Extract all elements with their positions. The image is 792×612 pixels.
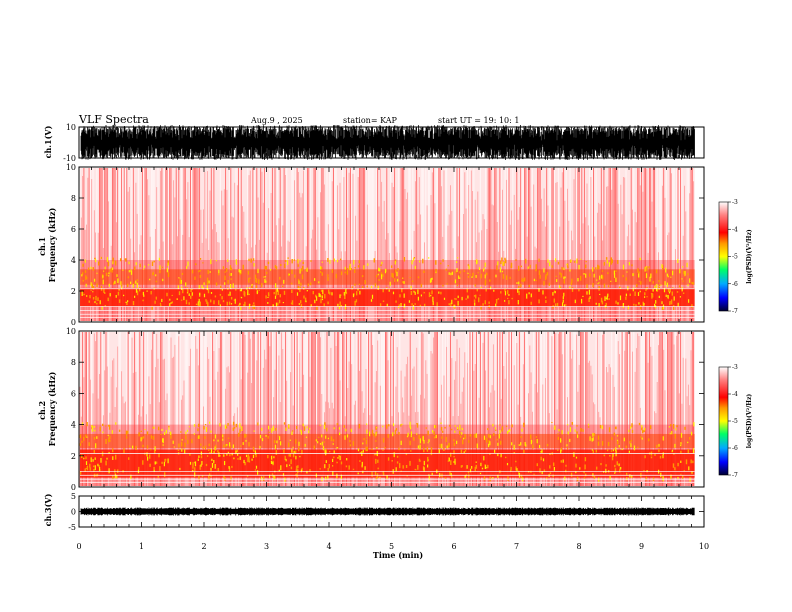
- x-tick-label: 1: [139, 542, 144, 551]
- ch2-spectrogram-ylabel: ch.2 Frequency (kHz): [37, 371, 57, 446]
- ch3_waveform-ytick-label: 0: [71, 508, 76, 517]
- x-tick-label: 2: [201, 542, 206, 551]
- ch2_spectrogram-image: [79, 332, 695, 486]
- ch3-waveform-ylabel: ch.3(V): [43, 493, 53, 526]
- ch1-waveform-ylabel: ch.1(V): [43, 125, 53, 158]
- colorbar-tick-label: -6: [732, 281, 738, 288]
- ch3_waveform-ytick-label: 5: [71, 492, 76, 501]
- colorbar-tick-label: -5: [732, 418, 738, 425]
- ch1_spectrogram-ytick-label: 8: [71, 194, 76, 203]
- colorbar-tick-label: -5: [732, 254, 738, 261]
- ch1-waveform-panel: 10 -10: [63, 123, 705, 163]
- ch2_spectrogram-sferic-band: [80, 433, 695, 448]
- colorbar-scale: [718, 201, 729, 312]
- x-tick-label: 0: [76, 542, 81, 551]
- ch2_spectrogram-ytick-label: 4: [71, 421, 76, 430]
- ch1-spectrogram-panel: 0 2 4 6 8 10: [66, 163, 705, 327]
- ch1_spectrogram-ytick-label: 10: [66, 163, 76, 172]
- x-axis-label: Time (min): [373, 550, 423, 560]
- ch1_spectrogram-gap-columns: [79, 168, 689, 321]
- x-tick-label: 4: [326, 542, 331, 551]
- ch1_spectrogram-intense-band: [80, 287, 695, 307]
- x-tick-label: 5: [389, 542, 394, 551]
- ch1_waveform-trace: [80, 125, 695, 160]
- ch2-spectrogram-ylabel-frequency: Frequency (kHz): [47, 371, 57, 446]
- ch1_spectrogram-yellow-speckles: [81, 257, 691, 311]
- colorbar-scale: [718, 366, 729, 476]
- ch2-spectrogram-panel: 0 2 4 6 8 10: [66, 327, 705, 492]
- ch2-spectrogram-ylabel-channel: ch.2: [37, 401, 47, 420]
- ch2_spectrogram-intense-band: [80, 449, 695, 478]
- colorbar-tick-label: -3: [732, 364, 738, 371]
- header-date: Aug.9 , 2025: [250, 116, 303, 125]
- colorbar-tick-label: -6: [732, 445, 738, 452]
- x-tick-label: 9: [639, 542, 644, 551]
- colorbar-label: log(PSD)(V²/Hz): [746, 229, 753, 284]
- ch1_spectrogram-medium-columns: [80, 168, 695, 321]
- x-tick-label: 7: [514, 542, 519, 551]
- ch1-spectrogram-ylabel-frequency: Frequency (kHz): [47, 207, 57, 282]
- ch2_spectrogram-ytick-label: 8: [71, 358, 76, 367]
- colorbar-label: log(PSD)(V²/Hz): [746, 394, 753, 449]
- ch1_spectrogram-ytick-label: 0: [71, 318, 76, 327]
- ch3_waveform-trace: [80, 507, 695, 516]
- ch1_spectrogram-sferic-band: [80, 269, 695, 285]
- x-tick-label: 6: [451, 542, 456, 551]
- ch1_spectrogram-ytick-label: 4: [71, 256, 76, 265]
- ch2_spectrogram-strong-columns: [82, 332, 695, 486]
- x-tick-label: 3: [264, 542, 269, 551]
- ch1-spectrogram-ylabel: ch.1 Frequency (kHz): [37, 207, 57, 282]
- ch1_waveform-ytick-label: -10: [63, 154, 76, 163]
- ch3_waveform-ytick-label: -5: [68, 523, 76, 532]
- ch2_spectrogram-gap-columns: [87, 332, 686, 486]
- ch1_waveform-ytick-label: 10: [66, 123, 76, 132]
- ch2_spectrogram-ytick-label: 6: [71, 389, 76, 398]
- header-start-time: start UT = 19: 10: 1: [438, 116, 519, 125]
- ch1-colorbar: -3 -4 -5 -6 -7 log(PSD)(V²/Hz): [718, 199, 753, 315]
- ch1_spectrogram-ytick-label: 6: [71, 225, 76, 234]
- x-tick-label: 10: [699, 542, 709, 551]
- ch2-colorbar: -3 -4 -5 -6 -7 log(PSD)(V²/Hz): [718, 364, 753, 479]
- ch2_spectrogram-ytick-label: 2: [71, 452, 76, 461]
- ch3-waveform-panel: 5 0 -5 0 1 2 3 4 5 6 7 8 9 10: [68, 492, 709, 551]
- colorbar-tick-label: -4: [732, 391, 738, 398]
- ch1_spectrogram-strong-columns: [83, 168, 693, 321]
- x-tick-label: 8: [576, 542, 581, 551]
- chart-title: VLF Spectra: [78, 113, 149, 126]
- ch1_spectrogram-image: [79, 168, 695, 321]
- ch1-spectrogram-ylabel-channel: ch.1: [37, 237, 47, 256]
- colorbar-tick-label: -7: [732, 308, 738, 315]
- colorbar-tick-label: -3: [732, 199, 738, 206]
- ch1_spectrogram-ytick-label: 2: [71, 287, 76, 296]
- colorbar-tick-label: -4: [732, 226, 738, 233]
- header-station: station= KAP: [343, 116, 398, 125]
- colorbar-tick-label: -7: [732, 472, 738, 479]
- ch2_spectrogram-ytick-label: 0: [71, 483, 76, 492]
- ch2_spectrogram-ytick-label: 10: [66, 327, 76, 336]
